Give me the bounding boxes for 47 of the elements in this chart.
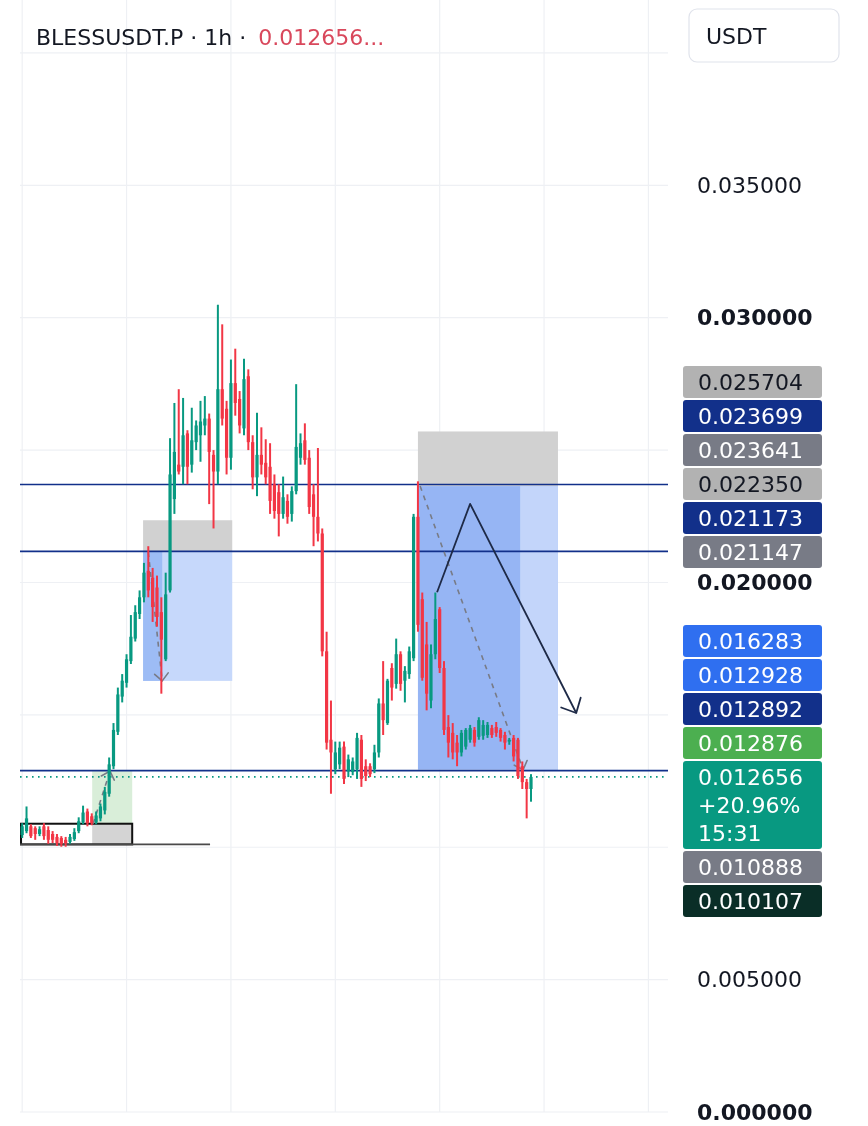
candlestick — [211, 449, 216, 530]
candlestick — [303, 422, 307, 466]
text: 0.025704 — [698, 369, 803, 395]
candlestick — [390, 662, 394, 702]
candlestick — [477, 716, 481, 741]
candlestick — [525, 777, 529, 820]
y-tick-label: 0.035000 — [697, 172, 802, 198]
text: 0.023641 — [698, 437, 803, 463]
ref-line-label: 0.012656 +20.96% 15:31 — [698, 764, 810, 846]
ref-line-label: 0.012892 — [698, 696, 803, 722]
candlestick — [259, 426, 263, 476]
text: 0.012876 — [698, 730, 803, 756]
candlestick — [338, 740, 342, 771]
candlestick — [459, 728, 464, 758]
candlestick — [372, 743, 377, 775]
candlestick — [24, 805, 29, 835]
y-tick-label: 0.005000 — [697, 967, 802, 993]
text: 0.016283 — [698, 628, 803, 654]
candlestick — [281, 475, 285, 520]
candlestick — [529, 773, 533, 803]
ref-line-label: 0.023699 — [698, 403, 803, 429]
text: 0.022350 — [698, 471, 803, 497]
y-tick-label: 0.030000 — [697, 305, 813, 331]
candlestick — [290, 485, 294, 523]
candlestick — [403, 665, 407, 704]
y-tick-label: 0.000000 — [697, 1099, 813, 1125]
y-tick-label: 0.020000 — [697, 569, 813, 595]
ref-line-label: 0.021173 — [698, 505, 803, 531]
candlestick — [285, 493, 290, 525]
candlestick — [455, 733, 459, 768]
candlestick — [481, 719, 485, 741]
text: 0.012656... — [258, 24, 385, 50]
text: 0.010107 — [698, 888, 803, 914]
candlestick — [277, 483, 281, 538]
candlestick — [464, 727, 468, 751]
candlestick — [103, 785, 107, 816]
y-axis-title: USDT — [706, 23, 768, 49]
text: BLESSUSDT.P · 1h · — [36, 24, 247, 50]
candlestick — [472, 726, 477, 748]
candlestick — [255, 411, 259, 498]
candlestick — [333, 740, 337, 776]
candlestick — [451, 722, 455, 761]
text: 0.012928 — [698, 662, 803, 688]
candlestick — [381, 660, 385, 736]
text: 0.021147 — [698, 539, 803, 565]
text: 0.010888 — [698, 854, 803, 880]
candlestick — [177, 388, 181, 476]
